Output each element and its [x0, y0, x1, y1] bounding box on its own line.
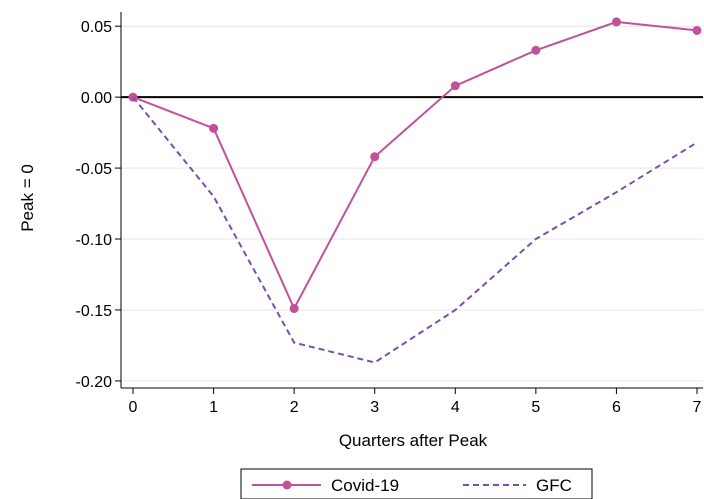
x-tick-label: 0	[129, 399, 138, 416]
data-point-covid-19	[450, 81, 460, 91]
legend: Covid-19 GFC	[240, 468, 593, 499]
y-tick-label: -0.20	[76, 374, 113, 391]
gridlines	[121, 25, 703, 382]
legend-label-gfc: GFC	[536, 476, 572, 495]
data-point-covid-19	[370, 152, 380, 162]
y-tick-label: -0.15	[76, 303, 113, 320]
series-line-gfc	[132, 96, 698, 364]
x-axis-title: Quarters after Peak	[339, 431, 488, 450]
data-point-covid-19	[692, 25, 702, 35]
y-tick-label: 0.05	[81, 19, 112, 36]
x-tick-label: 3	[370, 399, 379, 416]
data-point-covid-19	[531, 45, 541, 55]
axes: 0.05 0.00 -0.05 -0.10 -0.15 -0.20 0 1 2 3 4 5 6 7	[76, 12, 703, 416]
legend-label-covid-19: Covid-19	[331, 476, 399, 495]
data-point-covid-19	[611, 17, 621, 27]
data-point-covid-19	[209, 123, 219, 133]
y-axis-title: Peak = 0	[18, 164, 37, 232]
x-tick-label: 6	[612, 399, 621, 416]
y-tick-label: -0.10	[76, 232, 113, 249]
series-layer	[128, 17, 702, 364]
y-tick-label: 0.00	[81, 90, 112, 107]
y-tick-label: -0.05	[76, 161, 113, 178]
series-line-covid-19	[132, 20, 698, 311]
legend-marker-covid-19	[282, 480, 292, 490]
x-tick-label: 2	[290, 399, 299, 416]
data-point-covid-19	[289, 304, 299, 314]
x-tick-label: 4	[451, 399, 460, 416]
x-tick-label: 7	[693, 399, 702, 416]
x-tick-label: 5	[531, 399, 540, 416]
x-tick-label: 1	[209, 399, 218, 416]
